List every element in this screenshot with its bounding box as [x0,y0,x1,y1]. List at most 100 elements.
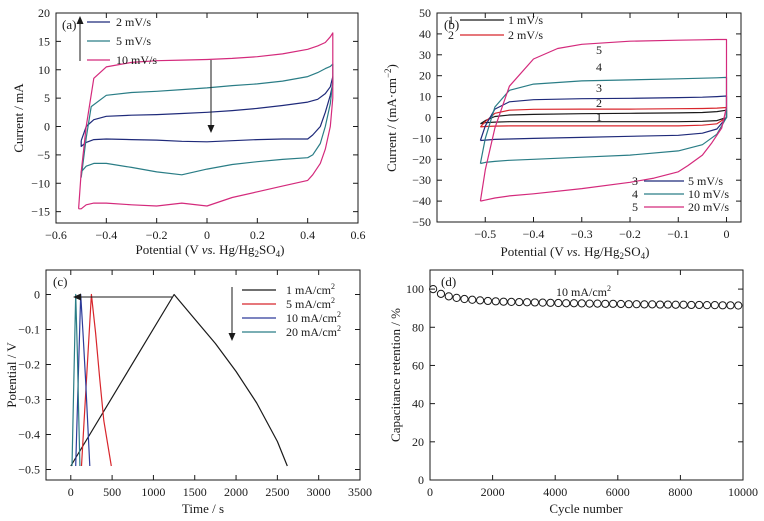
panel-d-data-point [585,299,594,308]
panel-d-data-point [507,297,516,306]
panel-a-y-tick-label: −5 [37,148,50,162]
panel-d-data-point [593,299,602,308]
panel-b-curve-number-5: 5 [596,43,602,57]
panel-d-y-tick-label: 40 [412,397,424,411]
panel-a-legend-entry-2: 5 mV/s [116,34,151,48]
panel-b-legend-entry-5: 20 mV/s [688,200,729,214]
panel-b-legend-entry-4: 10 mV/s [688,187,729,201]
panel-b-y-axis-label: Current / (mA·cm−2) [383,64,399,172]
panel-b-series-2-mv-s [479,106,728,128]
panel-d-data-point [648,300,657,309]
panel-a-y-tick-label: 0 [44,120,50,134]
panel-d-data-point [679,300,688,309]
panel-a-legend-entry-1: 2 mV/s [116,15,151,29]
panel-d-data-point [475,296,485,305]
panel-a-series-2-mv-s [80,75,334,147]
panel-b-curve-number-3: 3 [596,81,602,95]
panel-c-legend-entry-2: 5 mA/cm2 [286,296,335,311]
panel-b-legend-number-1: 1 [448,13,454,27]
panel-d-data-point [499,297,508,306]
panel-c-x-tick-label: 3500 [348,485,372,499]
panel-d-x-axis-label: Cycle number [549,501,623,516]
panel-b-x-ticks: −0.5 −0.4 −0.3 −0.2 −0.1 0 [474,13,730,241]
panel-d-data-point [444,292,453,301]
panel-b-x-tick-label: −0.1 [667,227,689,241]
panel-d-data-point [632,300,641,309]
panel-a-legend-arrow-head [76,16,84,24]
panel-d-data-point [452,293,461,302]
panel-d-data-point [710,301,719,310]
panel-d-x-tick-label: 2000 [481,485,505,499]
panel-b-y-tick-label: 50 [419,6,431,20]
panel-a-x-tick-label: 0.4 [300,228,315,242]
panel-c-x-tick-label: 500 [103,485,121,499]
panel-a-y-tick-label: 10 [38,63,50,77]
panel-d-data-point [569,299,579,308]
panel-a: −0.6 −0.4 −0.2 0 0.2 0.4 0.6 −15−10−505101520 … [11,6,366,259]
panel-d-data-point [522,298,532,307]
panel-d-y-axis-label: Capacitance retention / % [388,308,403,442]
panel-d-x-tick-label: 4000 [543,485,567,499]
panel-b-series-1-mv-s [480,109,728,125]
panel-a-x-tick-label: 0.6 [351,228,366,242]
panel-b-legend-entry-3: 5 mV/s [688,174,723,188]
panel-d-data-point [530,298,539,307]
panel-c-frame [45,269,361,481]
panel-d-data-point [554,298,563,308]
panel-c-x-axis-label: Time / s [182,501,224,516]
panel-b-curve-number-4: 4 [596,60,602,74]
panel-b-y-tick-label: 10 [419,90,431,104]
panel-a-legend-entry-3: 10 mV/s [116,53,157,67]
panel-b-y-tick-label: 20 [419,69,431,83]
panel-a-x-tick-label: −0.2 [146,228,168,242]
panel-b-y-tick-label: −30 [412,173,431,187]
panel-d-data-point [436,289,446,298]
panel-c-x-tick-label: 1500 [183,485,207,499]
panel-b-label: (b) [444,17,459,32]
panel-c-y-tick-label: −0.4 [18,428,40,442]
panel-b-legend-number-3: 3 [632,174,638,188]
panel-d-data-point [546,298,555,307]
panel-a-y-ticks: −15 −10 −5 0 5 10 15 20 [31,6,358,219]
panel-c-legend-entry-1: 1 mA/cm2 [286,282,335,297]
panel-c: 0 500 1000 1500 2000 2500 3000 3500 −0.5−0.4−0.… [4,269,372,516]
panel-b-y-tick-label: 30 [419,48,431,62]
panel-a-label: (a) [62,17,76,32]
panel-b-y-tick-label: −10 [412,131,431,145]
panel-d-y-tick-label: 20 [412,435,424,449]
panel-b-x-axis-label: Potential (V vs. Hg/Hg2SO4) [501,244,650,261]
panel-b-y-tick-label: −40 [412,194,431,208]
panel-b-x-tick-label: −0.3 [571,227,593,241]
panel-c-series-5-ma-cm2 [80,293,112,467]
panel-d-data-point [702,301,712,310]
panel-d-data-point [538,298,547,307]
panel-d-y-ticks: 0 20 40 60 80 100 [406,282,743,487]
panel-b-series-10-mv-s [479,76,728,165]
panel-d-x-tick-label: 8000 [668,485,692,499]
panel-b-y-ticks: −50 −40 −30 −20 −10 0 10 20 30 40 50 [412,6,741,229]
panel-c-x-tick-label: 2000 [224,485,248,499]
panel-d-data-point [655,300,665,309]
panel-b-marks [479,38,728,202]
panel-b-x-tick-label: 0 [724,227,730,241]
panel-b-y-tick-label: −50 [412,215,431,229]
panel-b-y-tick-label: −20 [412,152,431,166]
panel-c-series-20-ma-cm2 [71,293,81,467]
panel-a-x-tick-label: 0.2 [250,228,265,242]
panel-d-data-point [515,297,524,307]
panel-d-data-point [671,300,680,309]
panel-c-series-1-ma-cm2 [70,293,288,467]
panel-b-series-5-mv-s [479,95,728,142]
panel-a-y-tick-label: −10 [31,176,50,190]
panel-b-legend-number-2: 2 [448,28,454,42]
panel-b-x-tick-label: −0.2 [619,227,641,241]
panel-c-y-tick-label: −0.5 [18,463,40,477]
panel-a-y-tick-label: −15 [31,205,50,219]
panel-d-data-point [726,301,735,310]
panel-d-data-point [663,300,672,309]
panel-d-data-point [624,300,633,309]
panel-d-y-tick-label: 0 [418,473,424,487]
panel-d-data-point [468,295,477,304]
panel-d-frame [429,269,744,481]
